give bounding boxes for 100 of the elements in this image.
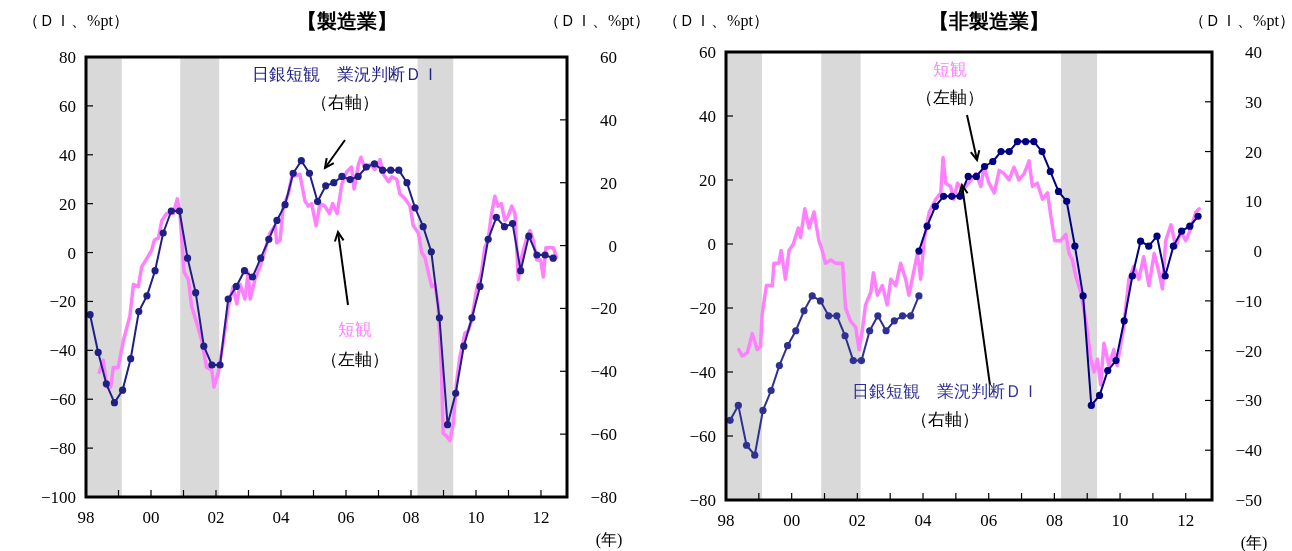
point	[989, 157, 997, 166]
point	[1046, 167, 1054, 176]
y2-tick-label: −10	[1235, 291, 1262, 311]
point	[1079, 292, 1087, 300]
point	[849, 357, 857, 365]
point	[533, 251, 541, 259]
point	[890, 317, 898, 325]
x-tick-label: 04	[914, 511, 933, 530]
point	[419, 223, 427, 231]
point	[517, 267, 525, 275]
x-axis-title: (年)	[595, 531, 623, 549]
point	[151, 267, 159, 275]
point	[492, 213, 500, 221]
point	[224, 295, 232, 303]
series-label: 日銀短観 業況判断ＤＩ	[851, 382, 1039, 401]
point	[192, 289, 200, 297]
x-tick-label: 06	[980, 511, 998, 530]
point	[232, 282, 240, 291]
point	[427, 248, 435, 256]
y-tick-label: 40	[59, 145, 76, 165]
x-tick-label: 00	[783, 511, 801, 530]
point	[378, 166, 387, 174]
point	[240, 267, 249, 275]
point	[841, 332, 849, 340]
point	[898, 312, 907, 320]
point	[1104, 366, 1112, 375]
y2-tick-label: 60	[600, 48, 617, 67]
point	[931, 202, 939, 210]
point	[476, 282, 484, 291]
x-tick-label: 98	[717, 511, 735, 530]
point	[907, 312, 915, 320]
point	[338, 172, 346, 181]
point	[362, 163, 370, 171]
point	[742, 441, 751, 449]
point	[972, 172, 980, 181]
point	[94, 348, 102, 357]
point	[135, 307, 143, 316]
text: 短観	[338, 320, 372, 339]
point	[346, 175, 354, 184]
point	[857, 357, 866, 365]
y-tick-label: −100	[40, 488, 76, 507]
point	[1153, 232, 1161, 240]
x-tick-label: 12	[1177, 511, 1195, 530]
annotation: （右軸）	[311, 93, 379, 112]
point	[127, 355, 135, 363]
annotation: （左軸）	[321, 350, 389, 369]
point	[816, 297, 825, 305]
point	[800, 307, 808, 315]
x-tick-label: 12	[532, 508, 550, 527]
y-tick-label: 80	[59, 48, 76, 67]
point	[468, 314, 476, 322]
point	[443, 421, 452, 429]
y2-tick-label: −20	[1235, 341, 1262, 361]
y-tick-label: −20	[689, 299, 716, 318]
chart-title: 【製造業】	[296, 10, 397, 32]
y2-tick-label: 40	[1245, 43, 1262, 62]
y-tick-label: 0	[67, 243, 76, 263]
point	[1095, 391, 1104, 400]
y-tick-label: −80	[49, 439, 76, 459]
point	[1054, 187, 1063, 195]
point	[833, 312, 841, 320]
y2-tick-label: 10	[1245, 192, 1262, 212]
point	[915, 247, 923, 255]
point	[1194, 212, 1202, 220]
x-tick-label: 98	[77, 508, 95, 527]
x-tick-label: 04	[272, 508, 290, 527]
point	[387, 166, 395, 174]
y2-tick-label: 0	[608, 236, 617, 256]
y2-tick-label: 0	[1253, 242, 1262, 262]
annotation: （右軸）	[911, 410, 979, 429]
point	[1013, 138, 1022, 146]
y2-tick-label: 40	[600, 110, 617, 130]
point	[452, 389, 460, 397]
y2-tick-label: 30	[1245, 92, 1262, 112]
y2-tick-label: −20	[590, 299, 617, 319]
point	[1136, 237, 1145, 245]
point	[808, 292, 816, 300]
y2-tick-label: −50	[1235, 491, 1262, 510]
x-tick-label: 10	[467, 508, 485, 527]
y2-tick-label: −60	[590, 425, 617, 445]
point	[110, 399, 119, 407]
point	[541, 251, 549, 259]
point	[167, 207, 175, 215]
point	[1145, 242, 1153, 250]
point	[1128, 272, 1136, 280]
point	[273, 216, 281, 225]
point	[508, 219, 517, 228]
point	[882, 327, 890, 335]
point	[395, 166, 403, 174]
x-tick-label: 08	[1045, 511, 1063, 530]
y2-tick-label: 20	[600, 173, 617, 193]
point	[403, 179, 411, 187]
point	[939, 192, 948, 200]
point	[435, 314, 444, 322]
point	[783, 342, 792, 350]
point	[1030, 138, 1038, 146]
point	[1038, 147, 1046, 156]
y2-tick-label: −80	[590, 488, 617, 507]
point	[1022, 138, 1030, 146]
point	[159, 229, 167, 237]
